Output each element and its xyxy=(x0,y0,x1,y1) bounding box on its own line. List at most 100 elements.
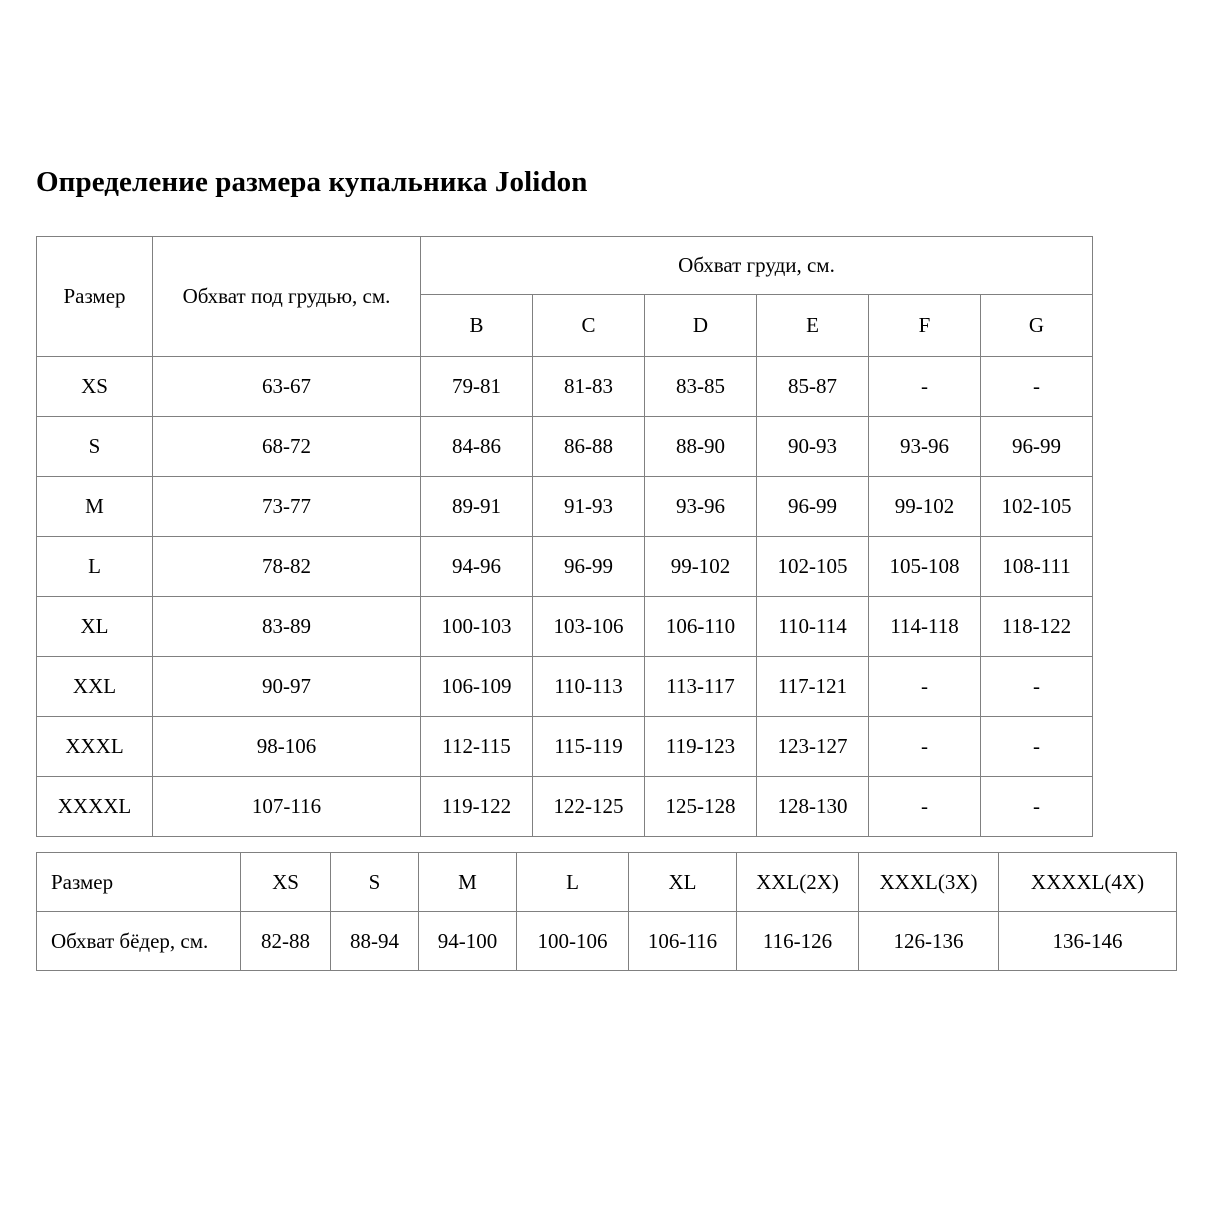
hips-header-xxxl: XXXL(3X) xyxy=(858,852,999,912)
cell-size: M xyxy=(36,476,153,537)
cell-cup-b: 79-81 xyxy=(420,356,533,417)
cell-cup-d: 88-90 xyxy=(644,416,757,477)
cell-cup-b: 119-122 xyxy=(420,776,533,837)
cell-cup-f: 114-118 xyxy=(868,596,981,657)
header-cup-e: E xyxy=(756,294,869,357)
hips-row-label: Обхват бёдер, см. xyxy=(36,911,241,971)
hips-value-xxxxl: 136-146 xyxy=(998,911,1177,971)
cell-underbust: 83-89 xyxy=(152,596,421,657)
cell-cup-b: 106-109 xyxy=(420,656,533,717)
cell-size: XL xyxy=(36,596,153,657)
cell-underbust: 73-77 xyxy=(152,476,421,537)
header-underbust: Обхват под грудью, см. xyxy=(152,236,421,357)
cell-cup-c: 91-93 xyxy=(532,476,645,537)
cell-underbust: 78-82 xyxy=(152,536,421,597)
hips-header-xxl: XXL(2X) xyxy=(736,852,859,912)
cell-size: L xyxy=(36,536,153,597)
cell-cup-c: 110-113 xyxy=(532,656,645,717)
cell-cup-d: 125-128 xyxy=(644,776,757,837)
bust-table-head: Размер Обхват под грудью, см. Обхват гру… xyxy=(36,236,1094,357)
cell-cup-d: 83-85 xyxy=(644,356,757,417)
cell-size: S xyxy=(36,416,153,477)
cell-cup-b: 89-91 xyxy=(420,476,533,537)
cell-cup-c: 122-125 xyxy=(532,776,645,837)
cell-cup-e: 96-99 xyxy=(756,476,869,537)
cell-cup-b: 94-96 xyxy=(420,536,533,597)
header-row-cups: B C D E F G xyxy=(37,294,1094,357)
cell-cup-g: 102-105 xyxy=(979,476,1094,537)
cell-underbust: 68-72 xyxy=(152,416,421,477)
cell-cup-f: 105-108 xyxy=(868,536,981,597)
hips-header-size-label: Размер xyxy=(36,852,241,912)
table-row: XXL 90-97 106-109 110-113 113-117 117-12… xyxy=(36,656,1094,717)
cell-underbust: 63-67 xyxy=(152,356,421,417)
header-size: Размер xyxy=(36,236,153,357)
header-cup-g: G xyxy=(979,294,1094,357)
hips-size-table: Размер XS S M L XL XXL(2X) XXXL(3X) XXXX… xyxy=(36,852,1177,971)
cell-size: XS xyxy=(36,356,153,417)
cell-cup-e: 102-105 xyxy=(756,536,869,597)
cell-cup-b: 84-86 xyxy=(420,416,533,477)
cell-cup-d: 99-102 xyxy=(644,536,757,597)
table-row: XXXL 98-106 112-115 115-119 119-123 123-… xyxy=(36,716,1094,777)
cell-cup-g: 108-111 xyxy=(979,536,1094,597)
cell-cup-g: - xyxy=(979,656,1094,717)
cell-cup-f: - xyxy=(868,776,981,837)
cell-cup-b: 112-115 xyxy=(420,716,533,777)
header-row-top: Размер Обхват под грудью, см. Обхват гру… xyxy=(36,236,1094,357)
cell-cup-g: - xyxy=(979,716,1094,777)
cell-cup-f: - xyxy=(868,356,981,417)
hips-header-row: Размер XS S M L XL XXL(2X) XXXL(3X) XXXX… xyxy=(36,852,1177,912)
hips-value-xxxl: 126-136 xyxy=(858,911,999,971)
cell-cup-b: 100-103 xyxy=(420,596,533,657)
cell-cup-d: 93-96 xyxy=(644,476,757,537)
cell-cup-c: 115-119 xyxy=(532,716,645,777)
table-row: XS 63-67 79-81 81-83 83-85 85-87 - - xyxy=(36,356,1094,417)
table-row: S 68-72 84-86 86-88 88-90 90-93 93-96 96… xyxy=(36,416,1094,477)
hips-header-xs: XS xyxy=(240,852,331,912)
table-row: M 73-77 89-91 91-93 93-96 96-99 99-102 1… xyxy=(36,476,1094,537)
hips-value-xl: 106-116 xyxy=(628,911,737,971)
hips-header-l: L xyxy=(516,852,629,912)
hips-header-m: M xyxy=(418,852,517,912)
cell-cup-e: 117-121 xyxy=(756,656,869,717)
header-cup-c: C xyxy=(532,294,645,357)
header-cup-b: B xyxy=(420,294,533,357)
cell-cup-d: 119-123 xyxy=(644,716,757,777)
hips-header-xxxxl: XXXXL(4X) xyxy=(998,852,1177,912)
cell-underbust: 90-97 xyxy=(152,656,421,717)
hips-value-s: 88-94 xyxy=(330,911,419,971)
table-row: XXXXL 107-116 119-122 122-125 125-128 12… xyxy=(36,776,1094,837)
cell-cup-e: 123-127 xyxy=(756,716,869,777)
cell-cup-g: - xyxy=(979,356,1094,417)
header-bust-group: Обхват груди, см. xyxy=(419,236,1094,295)
bust-table-body: XS 63-67 79-81 81-83 83-85 85-87 - - S 6… xyxy=(36,356,1094,837)
cell-cup-e: 90-93 xyxy=(756,416,869,477)
hips-value-l: 100-106 xyxy=(516,911,629,971)
cell-cup-g: 118-122 xyxy=(979,596,1094,657)
cell-cup-c: 81-83 xyxy=(532,356,645,417)
hips-value-xxl: 116-126 xyxy=(736,911,859,971)
cell-size: XXL xyxy=(36,656,153,717)
cell-cup-f: - xyxy=(868,656,981,717)
cell-cup-g: - xyxy=(979,776,1094,837)
header-cup-f: F xyxy=(868,294,981,357)
cell-cup-c: 103-106 xyxy=(532,596,645,657)
cell-cup-c: 86-88 xyxy=(532,416,645,477)
cell-cup-e: 110-114 xyxy=(756,596,869,657)
hips-header-s: S xyxy=(330,852,419,912)
hips-value-m: 94-100 xyxy=(418,911,517,971)
hips-value-xs: 82-88 xyxy=(240,911,331,971)
cell-cup-e: 85-87 xyxy=(756,356,869,417)
cell-cup-f: 99-102 xyxy=(868,476,981,537)
cell-size: XXXL xyxy=(36,716,153,777)
table-row: XL 83-89 100-103 103-106 106-110 110-114… xyxy=(36,596,1094,657)
bust-size-table: Размер Обхват под грудью, см. Обхват гру… xyxy=(36,236,1094,837)
cell-size: XXXXL xyxy=(36,776,153,837)
hips-value-row: Обхват бёдер, см. 82-88 88-94 94-100 100… xyxy=(36,911,1177,971)
page-title: Определение размера купальника Jolidon xyxy=(36,166,588,198)
cell-cup-d: 113-117 xyxy=(644,656,757,717)
cell-cup-g: 96-99 xyxy=(979,416,1094,477)
header-cup-d: D xyxy=(644,294,757,357)
